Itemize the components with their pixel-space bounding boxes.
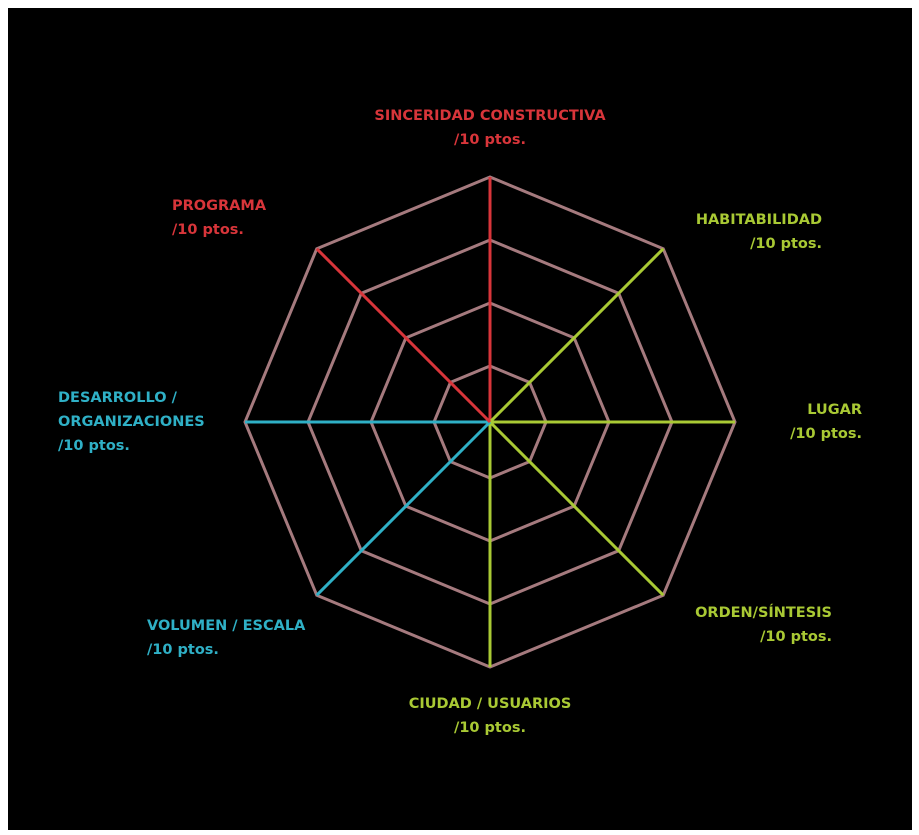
axis-label: /10 ptos. bbox=[760, 629, 832, 645]
axis-label: /10 ptos. bbox=[172, 222, 244, 238]
axis-label: LUGAR bbox=[807, 402, 862, 418]
axis-label: ORGANIZACIONES bbox=[58, 414, 205, 430]
axis-label: VOLUMEN / ESCALA bbox=[147, 618, 306, 634]
axis-label: CIUDAD / USUARIOS bbox=[409, 696, 572, 712]
spoke bbox=[315, 247, 492, 424]
axis-label: PROGRAMA bbox=[172, 198, 267, 214]
axis-label: /10 ptos. bbox=[454, 132, 526, 148]
axis-label: DESARROLLO / bbox=[58, 390, 178, 406]
axis-label: /10 ptos. bbox=[147, 642, 219, 658]
axis-label: /10 ptos. bbox=[58, 438, 130, 454]
axis-label: /10 ptos. bbox=[454, 720, 526, 736]
axis-label: HABITABILIDAD bbox=[696, 212, 822, 228]
spoke bbox=[488, 247, 665, 424]
spoke bbox=[488, 420, 665, 597]
axis-label: ORDEN/SÍNTESIS bbox=[695, 604, 832, 621]
axis-label: /10 ptos. bbox=[790, 426, 862, 442]
background bbox=[8, 8, 912, 830]
axis-label: SINCERIDAD CONSTRUCTIVA bbox=[374, 108, 606, 124]
axis-label: /10 ptos. bbox=[750, 236, 822, 252]
spoke bbox=[315, 420, 492, 597]
